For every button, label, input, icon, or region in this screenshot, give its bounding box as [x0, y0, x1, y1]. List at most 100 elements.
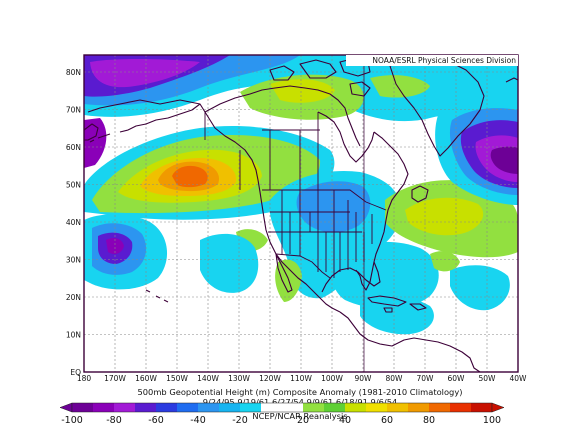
colorbar-swatch [387, 403, 409, 412]
credit-box [346, 55, 518, 66]
coastline [119, 103, 201, 133]
lat-label: 60N [66, 143, 81, 152]
lon-label: 80W [386, 374, 404, 383]
coastline [84, 123, 99, 141]
coastline [87, 99, 341, 313]
colorbar-tick-label: 80 [423, 415, 435, 426]
colorbar-tick-label: -80 [106, 415, 122, 426]
anomaly-region [106, 238, 124, 254]
plot-area [84, 55, 518, 372]
composite-dates: 9/24/95 9/19/61 6/27/54 9/9/61 6/18/91 9… [203, 397, 398, 407]
colorbar-swatch [135, 403, 157, 412]
anomaly-region [405, 197, 484, 236]
lon-labels: 180 170W 160W 150W 140W 130W 120W 110W 100W 90W 80… [77, 374, 527, 383]
anomaly-region [90, 59, 200, 88]
colorbar-swatch [261, 403, 283, 412]
coastline [89, 133, 111, 143]
lon-label: 120W [259, 374, 281, 383]
colorbar-swatch [198, 403, 220, 412]
anomaly-region [450, 265, 510, 311]
lon-label: 160W [135, 374, 157, 383]
lon-label: 180 [77, 374, 92, 383]
colorbar-swatch [345, 403, 367, 412]
lon-label: 40W [510, 374, 528, 383]
colorbar-swatch [219, 403, 241, 412]
colorbar-swatch [429, 403, 451, 412]
colorbar-swatch [366, 403, 388, 412]
boundaries [204, 60, 387, 372]
coastline [409, 303, 427, 311]
map-title: 500mb Geopotential Height (m) Composite … [138, 387, 463, 397]
colorbar-swatch [408, 403, 430, 412]
coastline [321, 131, 409, 293]
coastline [269, 65, 295, 81]
lon-label: 100W [321, 374, 343, 383]
anomaly-region [296, 181, 371, 233]
colorbar-tick-label: 20 [297, 415, 309, 426]
coastline [299, 59, 337, 79]
anomaly-region [360, 295, 434, 335]
lon-label: 130W [228, 374, 250, 383]
anomaly-region [172, 165, 208, 188]
coastline [367, 295, 407, 307]
anomaly-region [490, 146, 518, 174]
colorbar-arrow-right [491, 402, 505, 413]
data-source: NCEP/NCAR Reanalysis [252, 411, 347, 421]
colorbar-swatch [303, 403, 325, 412]
boundary [275, 253, 331, 279]
anomaly-region [270, 79, 335, 103]
coastline [349, 81, 371, 97]
coastline [339, 311, 481, 372]
colorbar-tick-label: 60 [381, 415, 393, 426]
colorbar [59, 402, 505, 413]
coastline [317, 111, 375, 163]
coastline [204, 85, 361, 147]
colorbar-swatch [450, 403, 472, 412]
colorbar-swatch [282, 403, 304, 412]
colorbar-swatch [471, 403, 493, 412]
anomaly-region [331, 241, 439, 309]
lat-label: 20N [66, 293, 81, 302]
lat-label: EQ [70, 368, 81, 377]
coastline [355, 261, 375, 291]
colorbar-swatch [114, 403, 136, 412]
coastline [145, 289, 169, 303]
lon-label: 110W [290, 374, 312, 383]
anomaly-region [370, 75, 430, 98]
colorbar-swatch [156, 403, 178, 412]
colorbar-swatch [240, 403, 262, 412]
colorbar-tick-label: -60 [148, 415, 164, 426]
lon-label: 90W [355, 374, 373, 383]
lon-label: 50W [479, 374, 497, 383]
colorbar-swatch [177, 403, 199, 412]
lon-label: 140W [197, 374, 219, 383]
lat-labels: 80N 70N 60N 50N 40N 30N 20N 10N EQ [66, 68, 81, 377]
anomaly-region [200, 233, 259, 293]
anomaly-region [430, 251, 460, 272]
credit-label: NOAA/ESRL Physical Sciences Division [372, 56, 516, 65]
colorbar-tick-label: -20 [232, 415, 248, 426]
coastline [411, 185, 429, 203]
lat-label: 40N [66, 218, 81, 227]
coastline [275, 253, 293, 293]
colorbar-swatch [72, 403, 94, 412]
lat-label: 10N [66, 331, 81, 340]
plot-frame [83, 54, 519, 373]
colorbar-swatch [324, 403, 346, 412]
colorbar-tick-label: 100 [483, 415, 501, 426]
lon-label: 60W [448, 374, 466, 383]
lon-label: 170W [104, 374, 126, 383]
colorbar-tick-label: -40 [190, 415, 206, 426]
anomaly-region [84, 118, 107, 168]
lat-label: 80N [66, 68, 81, 77]
colorbar-swatch [93, 403, 115, 412]
lat-label: 70N [66, 106, 81, 115]
boundary [262, 189, 387, 211]
lat-label: 50N [66, 181, 81, 190]
graticule [84, 55, 518, 372]
colorbar-arrow-left [59, 402, 73, 413]
colorbar-tick-label: 40 [339, 415, 351, 426]
lon-label: 70W [417, 374, 435, 383]
coastline [383, 307, 393, 313]
